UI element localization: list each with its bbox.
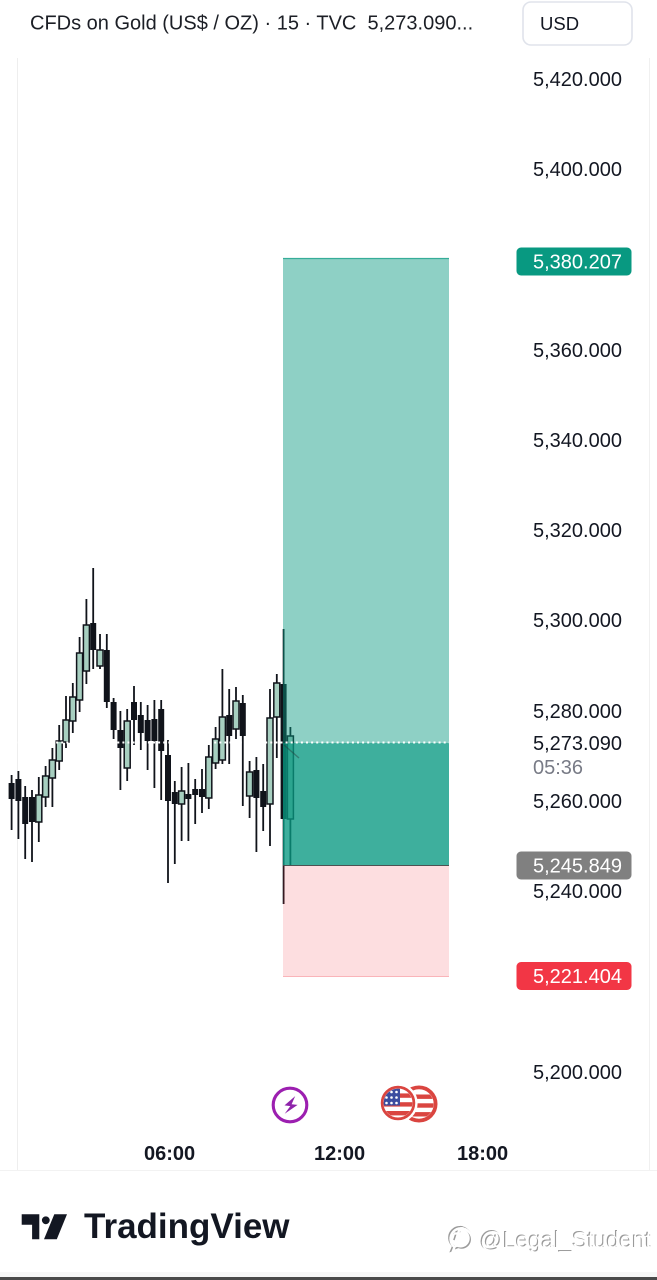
svg-text:USD: USD <box>540 13 579 34</box>
svg-text:5,420.000: 5,420.000 <box>533 69 622 91</box>
svg-text:5,320.000: 5,320.000 <box>533 520 622 542</box>
svg-text:5,300.000: 5,300.000 <box>533 610 622 632</box>
svg-text:18:00: 18:00 <box>457 1143 508 1165</box>
svg-text:5,380.207: 5,380.207 <box>533 252 622 274</box>
svg-text:05:36: 05:36 <box>533 757 583 779</box>
svg-text:12:00: 12:00 <box>314 1143 365 1165</box>
svg-text:@Legal_Student: @Legal_Student <box>480 1227 652 1253</box>
svg-text:5,240.000: 5,240.000 <box>533 881 622 903</box>
svg-text:5,340.000: 5,340.000 <box>533 430 622 452</box>
svg-text:5,221.404: 5,221.404 <box>533 966 622 988</box>
svg-text:CFDs on Gold (US$ / OZ) · 15 ·: CFDs on Gold (US$ / OZ) · 15 · TVC 5,273… <box>30 13 473 35</box>
svg-text:@Legal_Student: @Legal_Student <box>479 1226 651 1252</box>
svg-text:5,280.000: 5,280.000 <box>533 701 622 723</box>
svg-text:5,400.000: 5,400.000 <box>533 159 622 181</box>
svg-text:TradingView: TradingView <box>84 1207 290 1246</box>
svg-text:5,200.000: 5,200.000 <box>533 1062 622 1084</box>
svg-text:5,360.000: 5,360.000 <box>533 340 622 362</box>
svg-text:5,260.000: 5,260.000 <box>533 791 622 813</box>
svg-text:5,273.090: 5,273.090 <box>533 733 622 755</box>
svg-text:06:00: 06:00 <box>144 1143 195 1165</box>
svg-text:5,245.849: 5,245.849 <box>533 856 622 878</box>
